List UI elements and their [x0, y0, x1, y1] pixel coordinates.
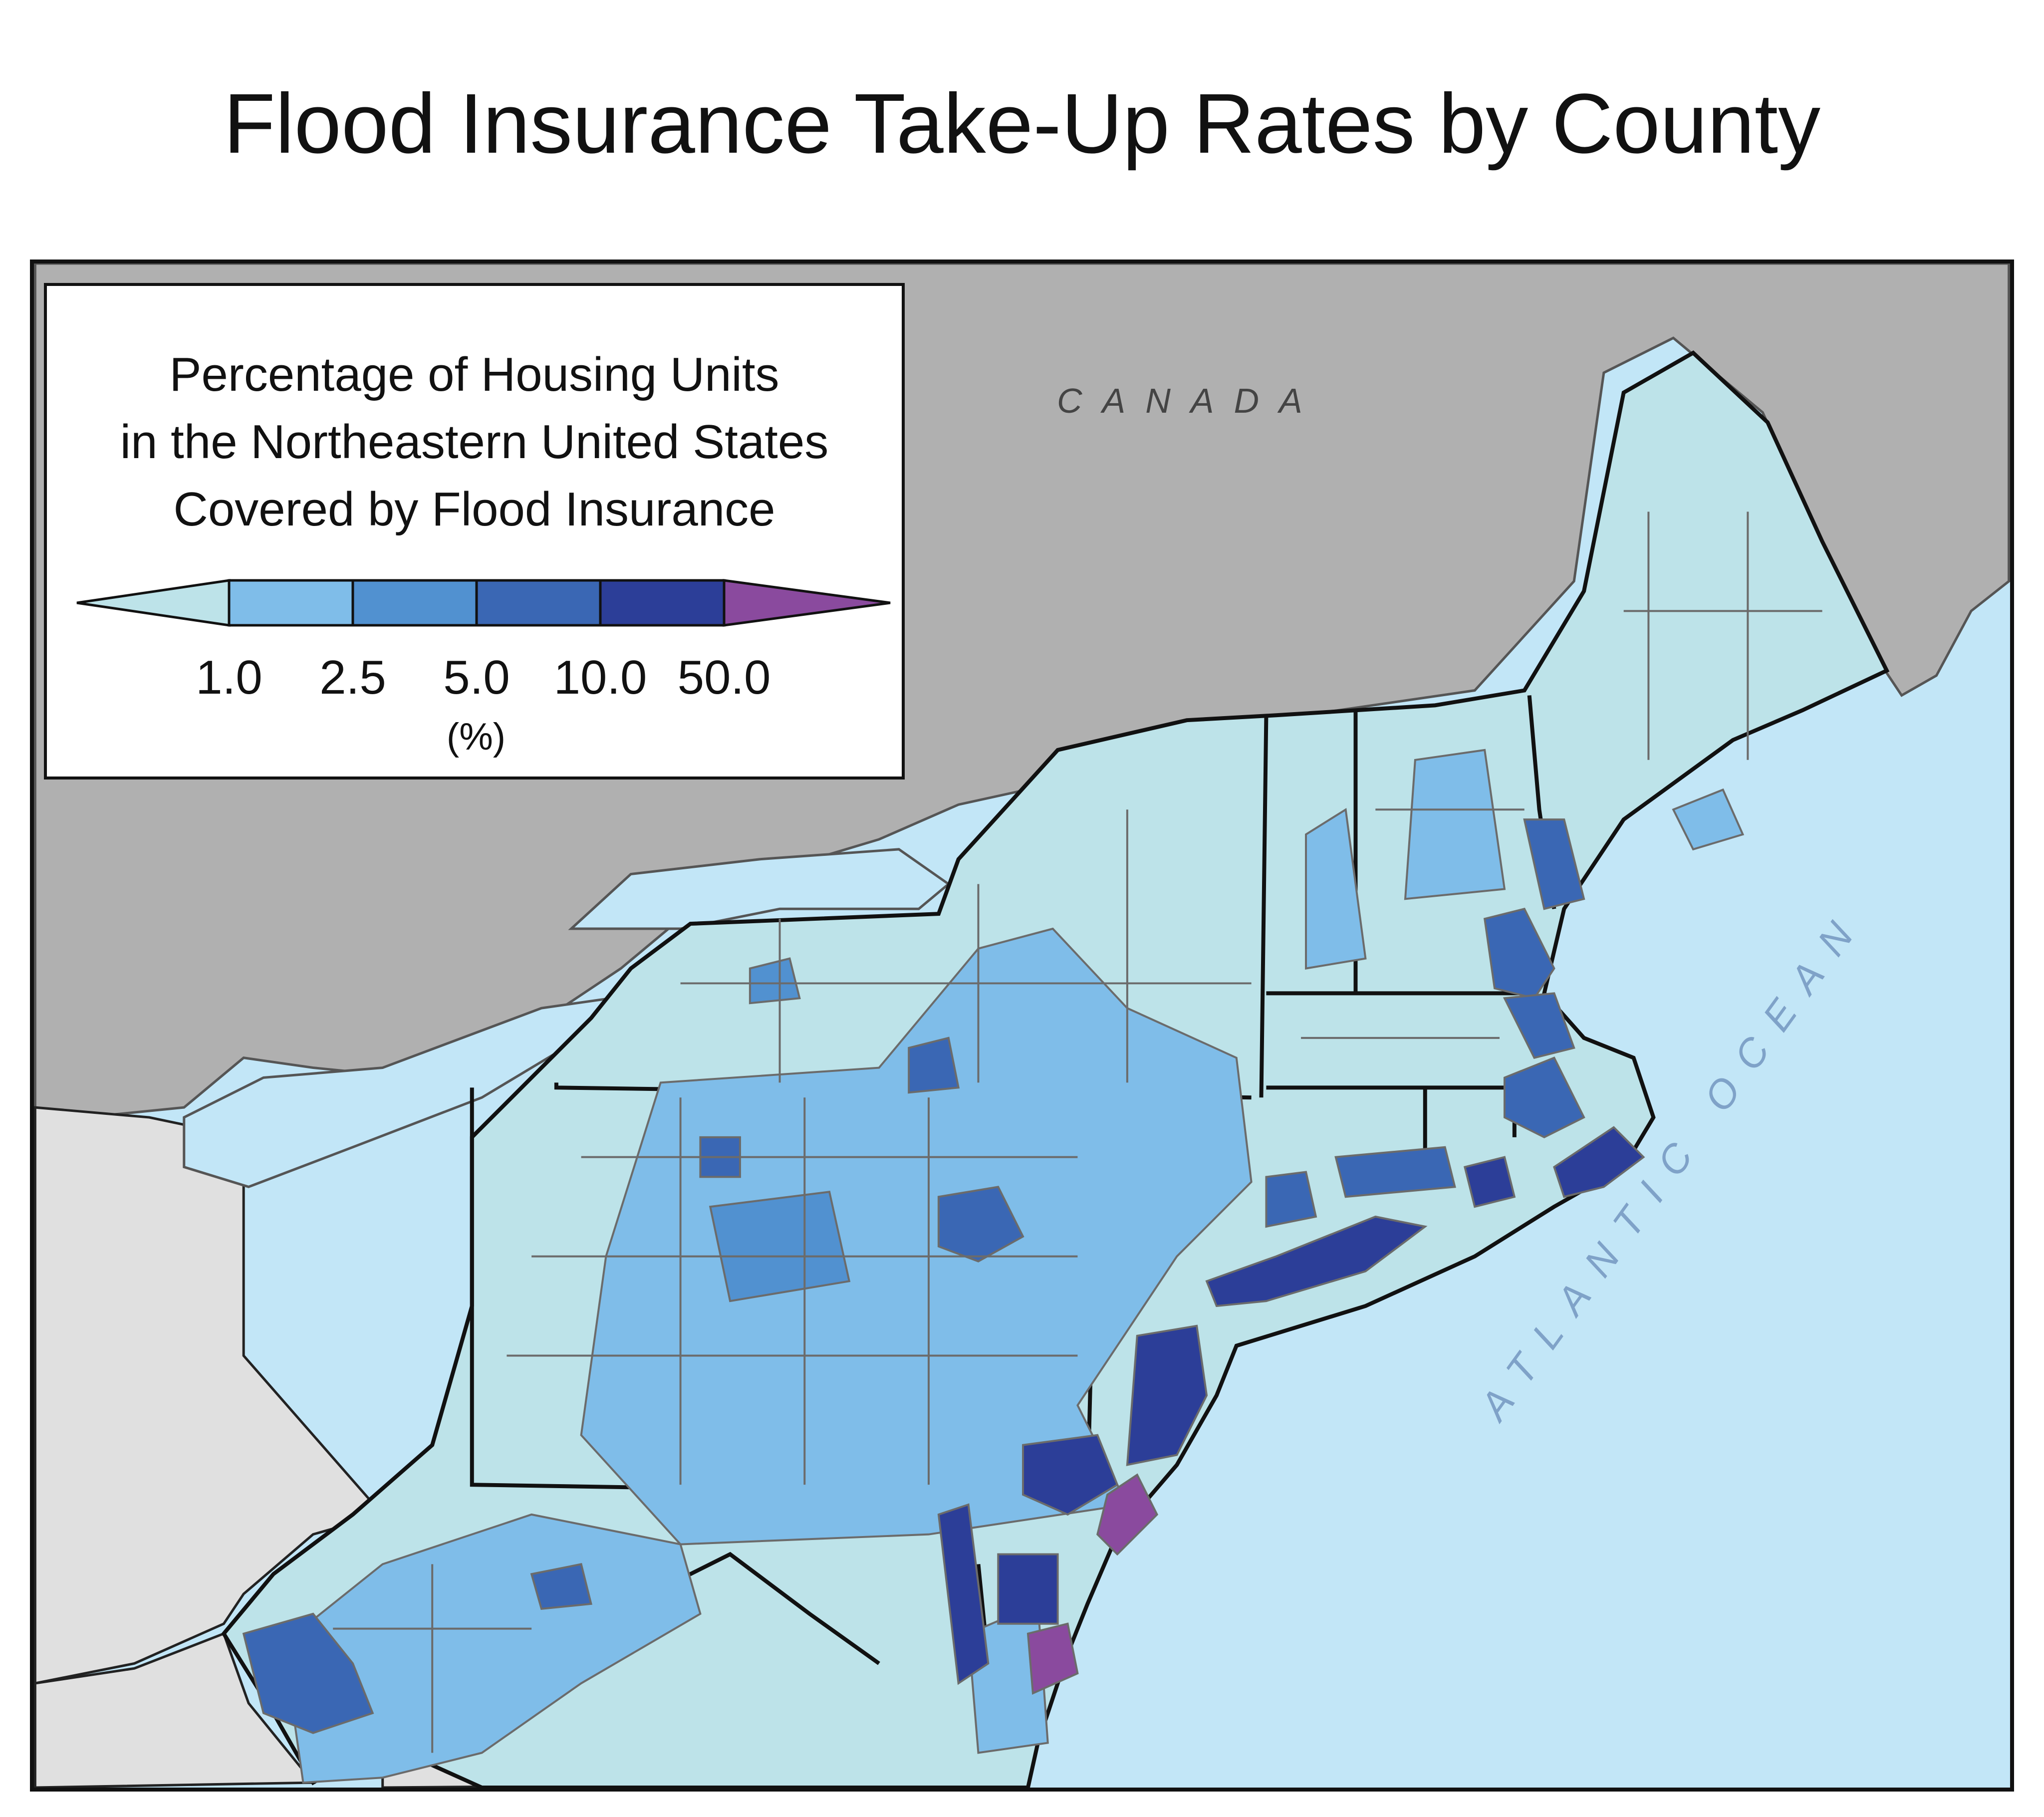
legend-title-line-3: Covered by Flood Insurance	[173, 483, 775, 536]
class-5-10-ma-ne	[1503, 992, 1575, 1059]
class-2_5-5-ny	[749, 957, 801, 1005]
legend-title-line-2: in the Northeastern United States	[120, 415, 829, 469]
canada-label: CANADA	[1057, 381, 1322, 420]
map-frame: CANADA ATLANTIC OCEAN	[30, 260, 2014, 1792]
class-10-50-ri	[1463, 1156, 1516, 1208]
legend-swatch-4	[475, 579, 602, 627]
choropleth-map	[34, 263, 2010, 1788]
county-classes	[242, 749, 1745, 1784]
legend-title: Percentage of Housing Units in the North…	[47, 341, 902, 543]
legend-colorbar	[76, 579, 891, 627]
class-50-plus-nj	[1096, 1473, 1159, 1556]
class-2_5-5	[709, 1191, 851, 1302]
class-5-10-ct	[1265, 1171, 1317, 1228]
legend-title-line-1: Percentage of Housing Units	[169, 348, 779, 401]
legend-swatch-2	[228, 579, 354, 627]
class-5-10-wv-e	[530, 1563, 593, 1610]
class-5-10-wv-sw	[242, 1612, 374, 1734]
class-10-50-md-bay	[937, 1503, 990, 1685]
class-5-10-pa	[937, 1186, 1024, 1263]
class-10-50-li	[1205, 1215, 1428, 1307]
map-title: Flood Insurance Take-Up Rates by County	[223, 76, 1821, 171]
legend: Percentage of Housing Units in the North…	[44, 283, 905, 779]
tick-label-4: 10.0	[553, 651, 647, 704]
class-50-plus-md	[1026, 1622, 1079, 1695]
tick-label-5: 50.0	[677, 651, 771, 704]
tick-label-1: 1.0	[196, 651, 262, 704]
legend-swatch-6	[723, 579, 891, 627]
class-5-10-ny	[908, 1037, 960, 1094]
legend-swatch-3	[351, 579, 478, 627]
class-5-10-ct-coast	[1334, 1146, 1456, 1198]
legend-swatch-1	[76, 579, 231, 627]
class-1-2_5	[580, 927, 1253, 1546]
class-5-10-nh-coast	[1483, 907, 1555, 1000]
class-1-2_5-me	[1672, 788, 1745, 851]
class-10-50-cape	[1553, 1126, 1645, 1198]
class-1-2_5-vt	[1305, 807, 1367, 970]
class-10-50-nj-s	[1022, 1434, 1119, 1516]
legend-swatch-5	[599, 579, 726, 627]
county-borders	[333, 512, 1822, 1753]
class-10-50-nj	[1126, 1324, 1208, 1466]
class-10-50-de	[997, 1553, 1059, 1625]
class-5-10-me-coast	[1523, 818, 1585, 910]
class-1-2_5-nh	[1404, 749, 1506, 900]
tick-label-3: 5.0	[443, 651, 510, 704]
class-5-10-ma-coast	[1503, 1056, 1585, 1139]
other-us-land-south	[34, 1632, 316, 1788]
class-1-2_5-wv	[282, 1513, 702, 1784]
legend-unit: (%)	[446, 716, 506, 758]
tick-label-2: 2.5	[319, 651, 386, 704]
